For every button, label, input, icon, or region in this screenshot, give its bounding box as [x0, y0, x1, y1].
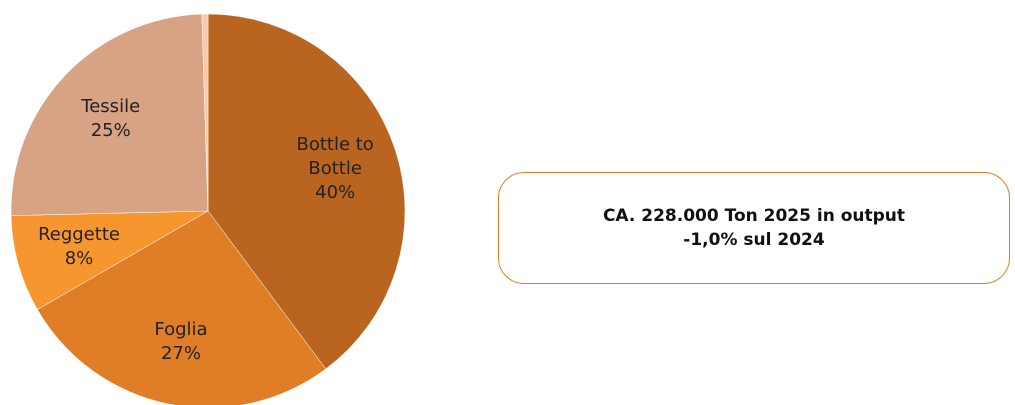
slice-name: Tessile — [81, 95, 141, 117]
slice-value: 40% — [315, 181, 356, 203]
callout-line: CA. 228.000 Ton 2025 in output — [602, 206, 906, 226]
slice-label: Reggette 8% — [24, 223, 134, 271]
pie-slice — [10, 210, 209, 310]
pie-slice — [37, 210, 327, 405]
slice-value: 25% — [90, 119, 131, 141]
slice-value: 27% — [160, 343, 201, 365]
slice-value: 8% — [64, 248, 94, 270]
slice-label: Bottle to Bottle 40% — [280, 133, 390, 205]
pie-slice — [10, 13, 209, 216]
pie-slice — [207, 13, 406, 370]
slice-label: Tessile 25% — [56, 95, 166, 143]
callout-box: CA. 228.000 Ton 2025 in output -1,0% sul… — [498, 172, 1010, 284]
slice-name: Foglia — [154, 319, 208, 341]
slice-label: Foglia 27% — [126, 318, 236, 366]
callout-line: -1,0% sul 2024 — [683, 230, 825, 250]
slice-name: Bottle to Bottle — [296, 133, 374, 179]
pie-slice — [201, 13, 209, 212]
slice-name: Reggette — [38, 224, 120, 246]
